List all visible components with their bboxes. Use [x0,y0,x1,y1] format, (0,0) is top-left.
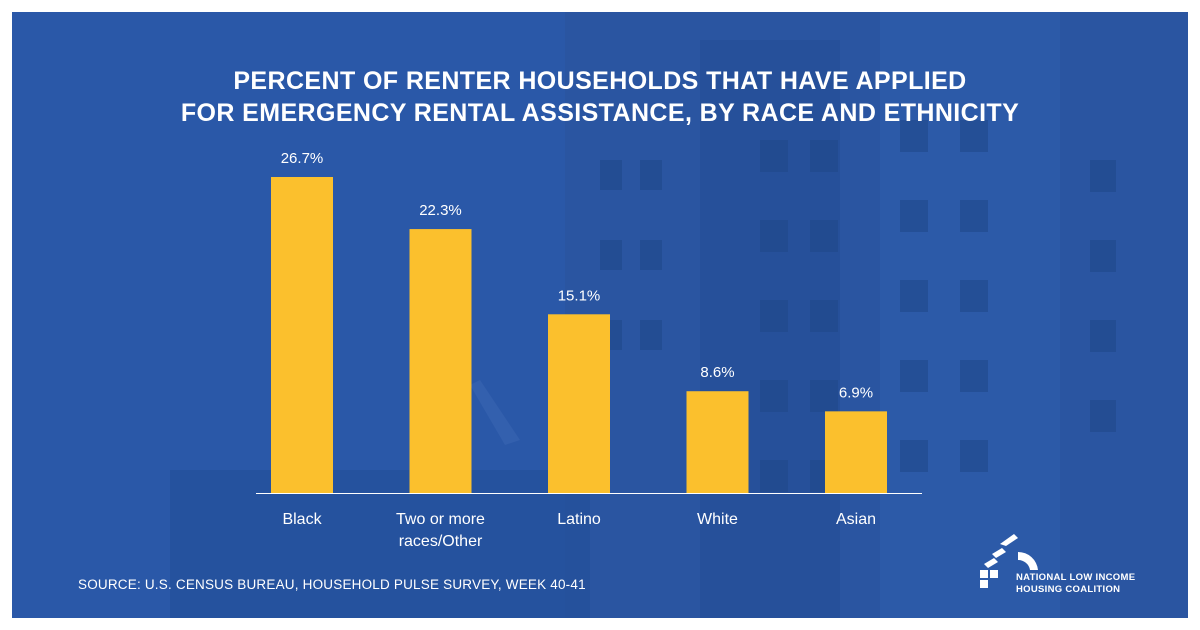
data-label: 22.3% [419,202,462,219]
chart-title-line-1: PERCENT OF RENTER HOUSEHOLDS THAT HAVE A… [233,67,967,95]
chart-title: PERCENT OF RENTER HOUSEHOLDS THAT HAVE A… [0,65,1200,129]
nlihc-logo-icon [980,534,1038,588]
category-label: Two or more [396,511,485,528]
category-label: Asian [836,511,876,528]
data-label: 15.1% [558,287,601,304]
bar-asian [825,411,887,493]
logo-line-1: NATIONAL LOW INCOME [1016,572,1136,583]
data-label: 6.9% [839,384,873,401]
nlihc-logo-text: NATIONAL LOW INCOME HOUSING COALITION [1016,572,1135,596]
category-label: White [697,511,738,528]
bar-two-or-more-races-other [409,229,472,494]
data-label: 26.7% [281,150,324,167]
source-note: SOURCE: U.S. CENSUS BUREAU, HOUSEHOLD PU… [78,577,586,592]
bar-black [271,177,333,493]
bar-white [686,391,749,493]
category-label: races/Other [399,533,483,550]
logo-line-2: HOUSING COALITION [1016,584,1121,595]
category-label: Latino [557,511,601,528]
bar-latino [548,314,610,493]
data-label: 8.6% [700,364,734,381]
category-label: Black [282,511,322,528]
chart-title-line-2: FOR EMERGENCY RENTAL ASSISTANCE, BY RACE… [180,99,1020,127]
